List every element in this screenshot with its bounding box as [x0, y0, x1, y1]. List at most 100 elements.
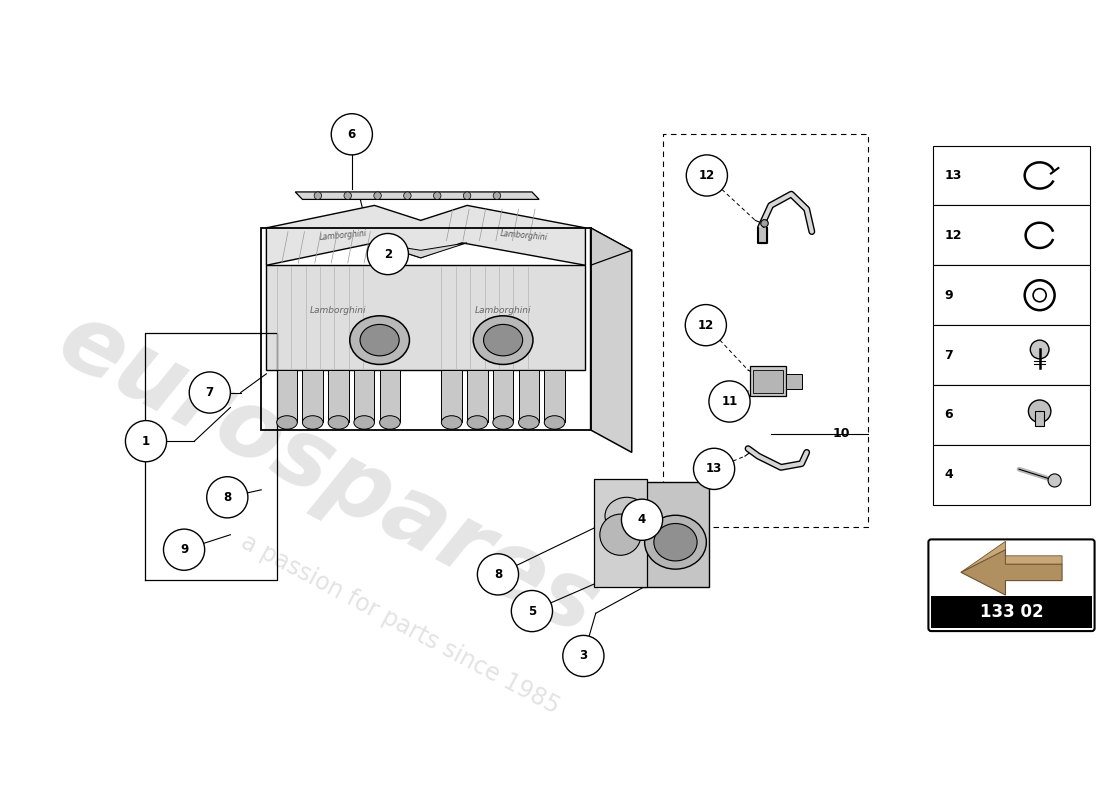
Text: Lamborghini: Lamborghini — [310, 306, 366, 314]
Ellipse shape — [302, 416, 323, 429]
Text: 13: 13 — [706, 462, 723, 475]
Text: 11: 11 — [722, 395, 738, 408]
Ellipse shape — [350, 316, 409, 365]
Bar — [933, 266, 1090, 325]
Ellipse shape — [544, 416, 565, 429]
Ellipse shape — [473, 316, 534, 365]
Text: 7: 7 — [206, 386, 213, 399]
Bar — [933, 385, 1090, 445]
Text: 7: 7 — [945, 349, 954, 362]
Polygon shape — [642, 482, 708, 587]
Text: 3: 3 — [580, 650, 587, 662]
Polygon shape — [295, 192, 539, 199]
Ellipse shape — [493, 416, 514, 429]
Polygon shape — [961, 550, 1063, 595]
Circle shape — [207, 477, 248, 518]
Circle shape — [315, 192, 321, 199]
Circle shape — [164, 529, 205, 570]
Polygon shape — [754, 370, 783, 393]
Circle shape — [433, 192, 441, 199]
Polygon shape — [266, 206, 585, 266]
Text: 2: 2 — [384, 247, 392, 261]
Text: 133 02: 133 02 — [980, 603, 1043, 621]
Circle shape — [621, 499, 662, 540]
Bar — [933, 206, 1090, 266]
Circle shape — [512, 590, 552, 632]
Polygon shape — [758, 228, 767, 243]
Ellipse shape — [600, 514, 641, 555]
Circle shape — [367, 234, 408, 274]
Circle shape — [344, 192, 352, 199]
Text: 6: 6 — [348, 128, 356, 141]
Polygon shape — [277, 370, 297, 422]
Circle shape — [686, 155, 727, 196]
Text: 4: 4 — [945, 468, 954, 482]
Polygon shape — [328, 370, 349, 422]
Circle shape — [404, 192, 411, 199]
Text: 4: 4 — [638, 514, 646, 526]
Polygon shape — [302, 370, 323, 422]
Text: 6: 6 — [945, 409, 953, 422]
Ellipse shape — [518, 416, 539, 429]
Ellipse shape — [379, 416, 400, 429]
Circle shape — [693, 448, 735, 490]
Text: Lamborghini: Lamborghini — [319, 229, 367, 242]
Text: 5: 5 — [528, 605, 536, 618]
Circle shape — [1031, 340, 1049, 359]
Polygon shape — [591, 228, 631, 452]
Circle shape — [685, 305, 726, 346]
Ellipse shape — [354, 416, 374, 429]
Ellipse shape — [468, 416, 487, 429]
Text: Lamborghini: Lamborghini — [499, 229, 548, 242]
Polygon shape — [591, 228, 631, 266]
Bar — [933, 146, 1090, 206]
Text: Lamborghini: Lamborghini — [475, 306, 531, 314]
Polygon shape — [961, 542, 1063, 572]
Polygon shape — [354, 370, 374, 422]
Polygon shape — [468, 370, 487, 422]
Ellipse shape — [645, 515, 706, 569]
Polygon shape — [493, 370, 514, 422]
Polygon shape — [594, 478, 647, 587]
Ellipse shape — [277, 416, 297, 429]
Text: 9: 9 — [945, 289, 953, 302]
Bar — [933, 445, 1090, 505]
FancyBboxPatch shape — [928, 539, 1094, 631]
Text: 8: 8 — [494, 568, 502, 581]
Ellipse shape — [441, 416, 462, 429]
Ellipse shape — [653, 523, 697, 561]
Circle shape — [493, 192, 500, 199]
Polygon shape — [379, 370, 400, 422]
Bar — [933, 325, 1090, 385]
Polygon shape — [374, 243, 467, 258]
Polygon shape — [441, 370, 462, 422]
Circle shape — [463, 192, 471, 199]
Text: 9: 9 — [180, 543, 188, 556]
Circle shape — [1028, 400, 1050, 422]
Circle shape — [189, 372, 230, 413]
Text: a passion for parts since 1985: a passion for parts since 1985 — [236, 530, 563, 719]
Ellipse shape — [360, 325, 399, 356]
Text: eurospares: eurospares — [43, 294, 614, 656]
Bar — [932, 595, 1092, 628]
Text: 8: 8 — [223, 490, 231, 504]
Polygon shape — [518, 370, 539, 422]
Circle shape — [563, 635, 604, 677]
Circle shape — [331, 114, 373, 155]
Text: 10: 10 — [833, 427, 850, 440]
Circle shape — [374, 192, 382, 199]
Text: 12: 12 — [697, 318, 714, 332]
Polygon shape — [1035, 411, 1044, 426]
Circle shape — [1048, 474, 1062, 487]
Text: 13: 13 — [945, 169, 961, 182]
Polygon shape — [786, 374, 802, 389]
Text: 12: 12 — [945, 229, 962, 242]
Circle shape — [125, 421, 166, 462]
Text: 1: 1 — [142, 434, 150, 448]
Polygon shape — [544, 370, 565, 422]
Text: 12: 12 — [698, 169, 715, 182]
Circle shape — [477, 554, 518, 595]
Ellipse shape — [484, 325, 522, 356]
Ellipse shape — [597, 490, 657, 542]
Polygon shape — [750, 366, 786, 396]
